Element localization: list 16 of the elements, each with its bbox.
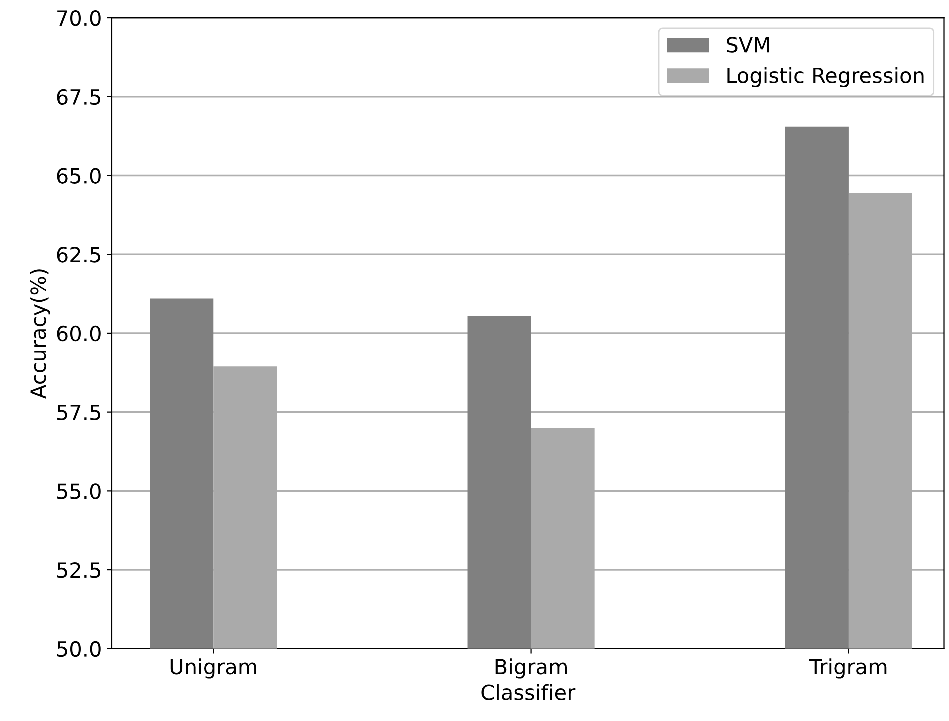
legend-label: SVM	[727, 37, 770, 53]
x-axis-title: Classifier	[482, 684, 576, 700]
legend-label: Logistic Regression	[728, 67, 924, 88]
y-tick-label: 60.0	[57, 326, 101, 342]
y-tick-label: 50.0	[57, 641, 101, 658]
y-tick-label: 67.5	[57, 89, 100, 106]
x-tick-label: Trigram	[809, 658, 887, 679]
y-axis-title: Accuracy(%)	[30, 270, 50, 399]
y-tick-label: 52.5	[57, 562, 100, 578]
x-tick-label: Unigram	[170, 658, 256, 679]
y-tick-label: 70.0	[58, 10, 101, 26]
y-tick-label: 57.5	[57, 405, 100, 421]
y-tick-label: 62.5	[57, 247, 100, 263]
y-tick-label: 65.0	[57, 168, 101, 184]
x-tick-label: Bigram	[496, 658, 567, 679]
y-tick-label: 55.0	[57, 484, 101, 500]
